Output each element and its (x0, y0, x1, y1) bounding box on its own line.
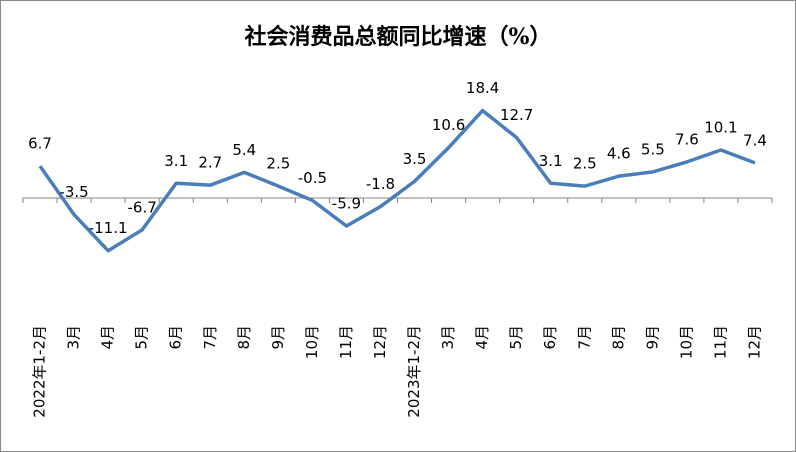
x-tick-label: 9月 (643, 325, 661, 350)
data-label: 12.7 (500, 106, 533, 124)
x-tick-label: 11月 (711, 325, 729, 359)
data-label: 6.7 (28, 135, 52, 153)
x-tick-label: 4月 (473, 325, 491, 350)
data-label: 10.6 (432, 116, 465, 134)
data-label: 3.5 (403, 150, 427, 168)
x-tick-label: 7月 (575, 325, 593, 350)
x-tick-label: 12月 (371, 325, 389, 359)
x-tick-label: 2022年1-2月 (31, 325, 49, 418)
x-tick-label: 3月 (65, 325, 83, 350)
x-tick-label: 6月 (167, 325, 185, 350)
chart-title: 社会消费品总额同比增速（%） (245, 24, 552, 50)
data-label: 2.7 (198, 154, 222, 172)
data-label: 5.4 (232, 141, 256, 159)
data-label: 7.6 (675, 130, 699, 148)
x-tick-label: 8月 (235, 325, 253, 350)
x-tick-label: 8月 (609, 325, 627, 350)
data-label: 3.1 (164, 152, 188, 170)
data-label: -3.5 (59, 183, 88, 201)
data-label: 5.5 (641, 140, 665, 158)
data-label: 10.1 (704, 119, 737, 137)
data-label: 18.4 (466, 79, 499, 97)
x-tick-label: 10月 (303, 325, 321, 359)
data-label: 4.6 (607, 145, 631, 163)
x-tick-label: 2023年1-2月 (405, 325, 423, 418)
x-tick-label: 5月 (133, 325, 151, 350)
data-label: -1.8 (366, 175, 395, 193)
data-label: -5.9 (332, 195, 361, 213)
x-tick-label: 6月 (541, 325, 559, 350)
data-label: -6.7 (128, 198, 157, 216)
data-label: 7.4 (743, 131, 767, 149)
data-line (38, 108, 756, 253)
data-label: 3.1 (539, 152, 563, 170)
x-tick-label: 12月 (745, 325, 763, 359)
data-label: 2.5 (266, 155, 290, 173)
x-tick-label: 10月 (677, 325, 695, 359)
data-label: 2.5 (573, 155, 597, 173)
x-tick-label: 9月 (269, 325, 287, 350)
x-tick-label: 5月 (507, 325, 525, 350)
x-tick-label: 7月 (201, 325, 219, 350)
x-tick-label: 3月 (439, 325, 457, 350)
x-tick-label: 11月 (337, 325, 355, 359)
x-tick-label: 4月 (99, 325, 117, 350)
data-label: -0.5 (298, 169, 327, 187)
data-label: -11.1 (89, 219, 128, 237)
